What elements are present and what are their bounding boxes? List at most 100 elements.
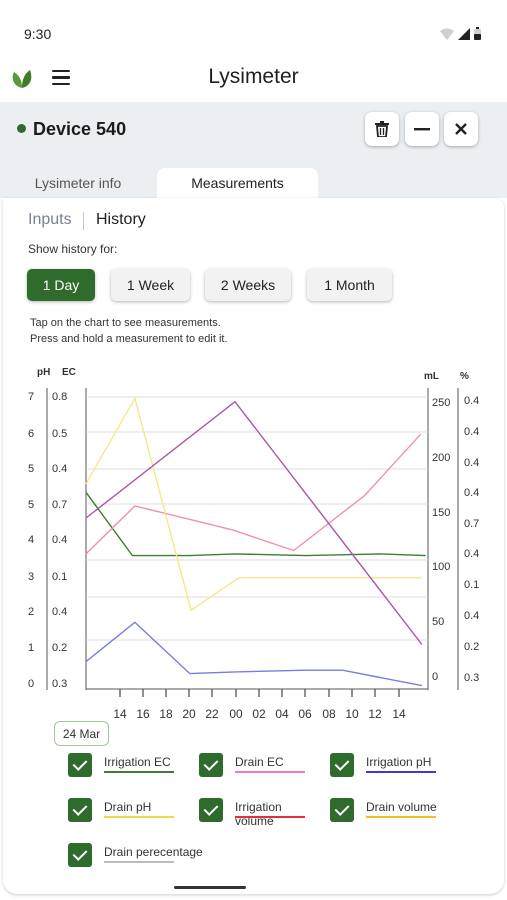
battery-icon	[474, 27, 481, 40]
legend-color-line	[104, 861, 174, 863]
checkbox-checked-icon[interactable]	[68, 753, 92, 777]
ph-tick-label: 5	[28, 499, 34, 511]
axis-title-percent: %	[460, 371, 469, 382]
ec-tick-label: 0.8	[52, 391, 67, 403]
legend-label: Drain volume	[366, 800, 437, 814]
legend-item[interactable]: Irrigation EC	[68, 753, 198, 781]
legend-item[interactable]: Drain volume	[330, 798, 460, 826]
measurements-chart[interactable]: pH EC mL %7655432100.80.50.40.70.40.10.40.2…	[0, 360, 507, 720]
ec-tick-label: 0.5	[52, 428, 67, 440]
checkbox-checked-icon[interactable]	[199, 798, 223, 822]
x-tick-label: 14	[392, 707, 406, 720]
x-tick-label: 16	[136, 707, 150, 720]
subtab-history[interactable]: History	[96, 211, 146, 228]
series-line-drain-perecentage	[85, 400, 423, 645]
ph-tick-label: 4	[28, 534, 34, 546]
legend-item[interactable]: Irrigation pH	[330, 753, 460, 781]
legend-color-line	[235, 816, 305, 818]
ml-tick-label: 0	[432, 671, 438, 683]
checkbox-checked-icon[interactable]	[330, 753, 354, 777]
menu-icon[interactable]	[52, 70, 70, 86]
signal-icon	[458, 27, 470, 40]
ph-tick-label: 7	[28, 391, 34, 403]
legend-label: Drain pH	[104, 800, 152, 814]
ml-tick-label: 50	[432, 616, 444, 628]
period-1-day-button[interactable]: 1 Day	[27, 269, 95, 301]
app-bar: Lysimeter	[0, 58, 507, 102]
legend-color-line	[366, 816, 436, 818]
percent-tick-label: 0.4	[464, 457, 479, 469]
checkbox-checked-icon[interactable]	[330, 798, 354, 822]
x-tick-label: 08	[322, 707, 336, 720]
percent-tick-label: 0.2	[464, 641, 479, 653]
minus-icon	[414, 127, 430, 130]
hint-tap: Tap on the chart to see measurements.	[30, 317, 221, 329]
status-icons	[440, 27, 481, 40]
x-tick-label: 00	[229, 707, 243, 720]
series-line-irrigation-ph	[85, 621, 423, 687]
legend-item[interactable]: Drain EC	[199, 753, 329, 781]
legend-item[interactable]: Drain pH	[68, 798, 198, 826]
ph-tick-label: 6	[28, 428, 34, 440]
series-line-irrigation-ec	[85, 491, 426, 557]
wifi-icon	[440, 28, 454, 40]
period-2-weeks-button[interactable]: 2 Weeks	[205, 269, 291, 301]
ec-tick-label: 0.7	[52, 499, 67, 511]
legend-label: Drain perecentage	[104, 845, 203, 859]
percent-tick-label: 0.1	[464, 579, 479, 591]
device-status-dot	[17, 124, 26, 133]
percent-tick-label: 0.7	[464, 518, 479, 530]
subtab-inputs[interactable]: Inputs	[28, 211, 72, 228]
ph-tick-label: 3	[28, 571, 34, 583]
status-bar: 9:30	[0, 0, 507, 58]
ph-tick-label: 2	[28, 606, 34, 618]
x-tick-label: 18	[159, 707, 173, 720]
percent-tick-label: 0.4	[464, 548, 479, 560]
percent-tick-label: 0.4	[464, 487, 479, 499]
close-icon	[455, 123, 467, 135]
status-time: 9:30	[24, 26, 52, 42]
period-1-week-button[interactable]: 1 Week	[111, 269, 190, 301]
ph-tick-label: 0	[28, 678, 34, 690]
close-button[interactable]	[444, 112, 478, 146]
legend-item[interactable]: Drain perecentage	[68, 843, 203, 871]
ec-tick-label: 0.2	[52, 642, 67, 654]
x-tick-label: 06	[298, 707, 312, 720]
legend-label: Irrigation pH	[366, 755, 432, 769]
app-title: Lysimeter	[208, 65, 299, 88]
minimize-button[interactable]	[405, 112, 439, 146]
legend-item[interactable]: Irrigation volume	[199, 798, 329, 828]
ec-tick-label: 0.4	[52, 534, 67, 546]
ph-tick-label: 1	[28, 642, 34, 654]
series-line-drain-ph	[85, 396, 422, 612]
ec-tick-label: 0.3	[52, 678, 67, 690]
ph-tick-label: 5	[28, 463, 34, 475]
x-tick-label: 10	[345, 707, 359, 720]
x-tick-label: 20	[182, 707, 196, 720]
percent-tick-label: 0.4	[464, 426, 479, 438]
delete-button[interactable]	[365, 112, 399, 146]
x-tick-label: 12	[368, 707, 382, 720]
tab-measurements[interactable]: Measurements	[157, 168, 318, 198]
checkbox-checked-icon[interactable]	[68, 843, 92, 867]
legend-color-line	[366, 771, 436, 773]
ec-tick-label: 0.4	[52, 463, 67, 475]
device-panel: Device 540	[0, 102, 507, 198]
legend-label: Irrigation EC	[104, 755, 171, 769]
axis-title-ph: pH	[37, 367, 50, 378]
checkbox-checked-icon[interactable]	[68, 798, 92, 822]
checkbox-checked-icon[interactable]	[199, 753, 223, 777]
ml-tick-label: 150	[432, 507, 450, 519]
period-1-month-button[interactable]: 1 Month	[307, 269, 392, 301]
legend-color-line	[235, 771, 305, 773]
tab-lysimeter-info[interactable]: Lysimeter info	[34, 175, 122, 191]
legend-color-line	[104, 771, 174, 773]
ml-tick-label: 100	[432, 561, 450, 573]
trash-icon	[375, 121, 389, 137]
legend-label: Drain EC	[235, 755, 284, 769]
leaf-logo-icon	[12, 70, 32, 88]
home-indicator[interactable]	[174, 886, 246, 889]
percent-tick-label: 0.3	[464, 672, 479, 684]
axis-title-ml: mL	[424, 371, 439, 382]
legend-label: Irrigation volume	[235, 800, 282, 828]
